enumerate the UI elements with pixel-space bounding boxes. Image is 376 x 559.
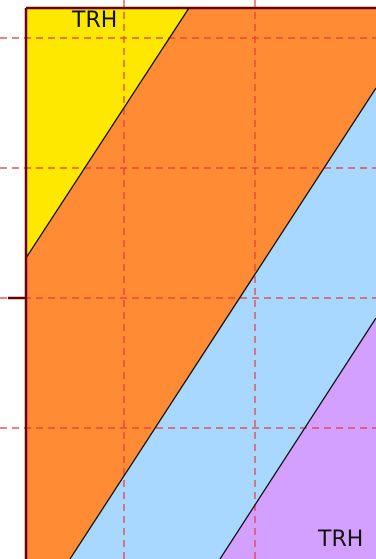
boundary-line xyxy=(25,7,190,259)
zone-boundaries xyxy=(25,7,376,559)
boundary-line xyxy=(69,87,376,559)
zone-label-bottom: TRH xyxy=(317,527,363,552)
zone-orange xyxy=(26,8,376,559)
frame xyxy=(8,6,376,559)
boundary-line xyxy=(219,317,376,559)
zone-label-top: TRH xyxy=(71,8,117,33)
